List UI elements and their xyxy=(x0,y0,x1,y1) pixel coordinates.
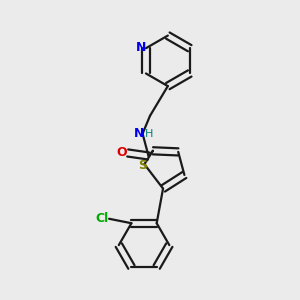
Text: Cl: Cl xyxy=(95,212,108,225)
Text: S: S xyxy=(138,159,147,172)
Text: H: H xyxy=(145,129,153,139)
Text: O: O xyxy=(116,146,127,159)
Text: N: N xyxy=(134,127,144,140)
Text: N: N xyxy=(135,41,146,54)
